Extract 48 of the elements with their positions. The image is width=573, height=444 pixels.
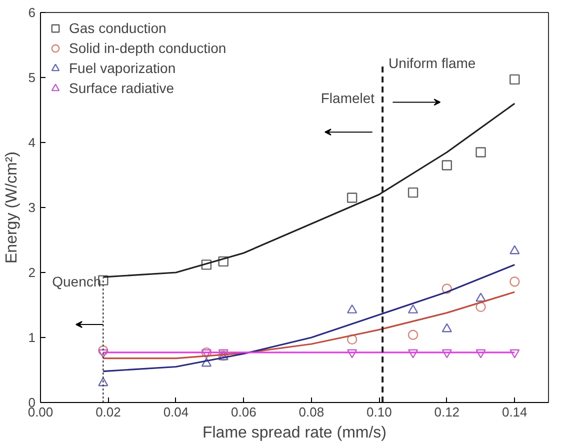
point <box>201 358 212 367</box>
point <box>476 147 486 158</box>
point <box>510 74 520 85</box>
point <box>218 256 228 267</box>
point <box>346 304 358 314</box>
point <box>476 302 486 312</box>
point <box>476 349 486 358</box>
ref-line-label: Uniform flame <box>388 55 476 71</box>
legend-label: Gas conduction <box>69 20 166 36</box>
legend-label: Solid in-depth conduction <box>69 40 226 56</box>
point <box>510 276 520 287</box>
point <box>98 349 108 358</box>
x-tick-label: 0.02 <box>96 404 121 420</box>
y-tick-label: 1 <box>28 330 36 345</box>
x-tick-label: 0.06 <box>231 404 256 420</box>
y-tick-label: 3 <box>28 200 36 215</box>
point <box>510 349 520 358</box>
y-tick-label: 5 <box>28 70 36 85</box>
point <box>476 292 486 302</box>
point <box>442 349 452 358</box>
point <box>510 245 520 254</box>
annotation: Flamelet <box>320 90 375 106</box>
line-series <box>102 264 516 372</box>
y-axis-title: Energy (W/cm²) <box>3 152 20 264</box>
x-tick-label: 0.08 <box>298 404 324 420</box>
y-tick-label: 2 <box>28 265 36 280</box>
point <box>408 187 418 198</box>
legend-label: Surface radiative <box>69 80 174 96</box>
x-tick-label: 0.12 <box>434 404 460 420</box>
point <box>442 323 452 332</box>
text: 0.10 <box>366 404 392 420</box>
y-tick-label: 4 <box>28 135 36 150</box>
point <box>346 349 358 358</box>
point <box>346 334 358 345</box>
point <box>98 377 108 386</box>
point <box>408 349 418 358</box>
x-axis-title: Flame spread rate (mm/s) <box>202 424 387 442</box>
y-tick-label: 6 <box>28 5 36 20</box>
point <box>98 345 108 356</box>
point <box>408 304 418 314</box>
point <box>346 192 358 203</box>
point <box>408 330 418 340</box>
legend-label: Fuel vaporization <box>69 60 176 76</box>
point <box>442 160 452 170</box>
x-tick-label: 0.14 <box>502 404 528 420</box>
x-tick-label: 0.04 <box>163 404 189 420</box>
point <box>442 284 452 294</box>
point <box>201 260 212 270</box>
